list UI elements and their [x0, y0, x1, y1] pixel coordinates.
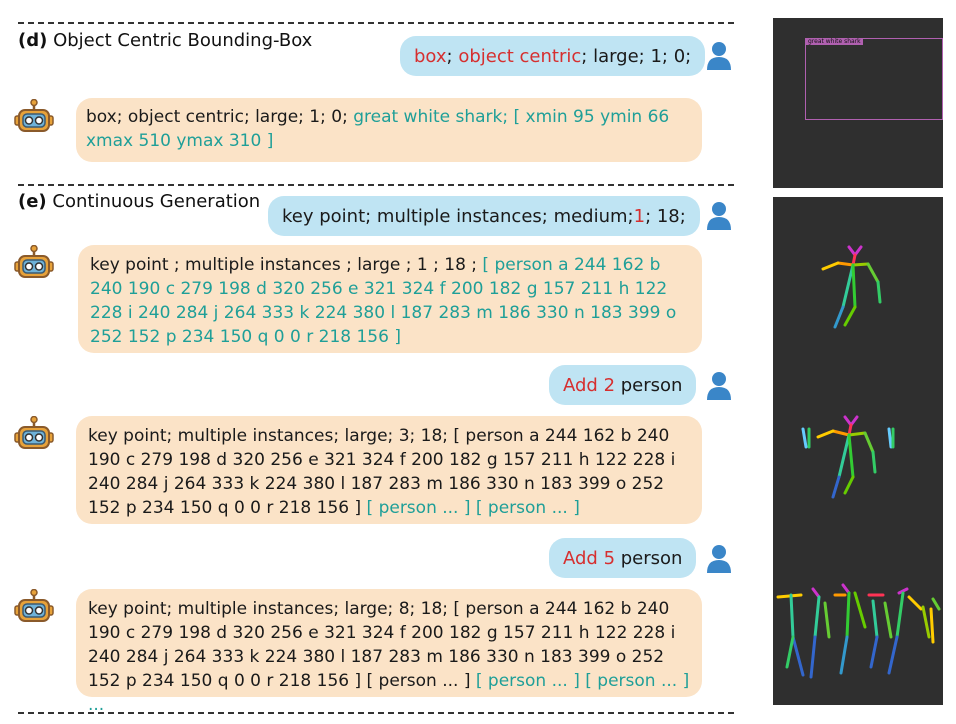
message-segment: box	[414, 45, 447, 67]
pose-skeletons	[776, 245, 941, 679]
message-segment: Add	[563, 547, 604, 569]
divider-middle	[18, 184, 734, 186]
bot-reply-bubble: key point ; multiple instances ; large ;…	[78, 245, 702, 353]
user-query-bubble: Add 5 person	[549, 538, 697, 578]
message-segment: ;	[446, 45, 459, 67]
message-segment: person	[615, 374, 683, 396]
message-text: key point; multiple instances; large; 8;…	[88, 599, 689, 715]
pose-skeleton-crowd-stage3	[776, 583, 941, 679]
message-segment: person	[615, 547, 683, 569]
message-segment: box; object centric; large; 1; 0;	[86, 107, 354, 127]
message-segment: key point; multiple instances; large; 8;…	[88, 599, 676, 691]
robot-icon	[14, 98, 54, 143]
bot-reply-bubble: key point; multiple instances; large; 8;…	[76, 589, 702, 715]
message-segment: [ person ... ] [ person ... ] ...	[88, 671, 690, 715]
message-text: box; object centric; large; 1; 0;	[414, 46, 691, 67]
bot-reply-bubble: box; object centric; large; 1; 0; great …	[76, 98, 702, 162]
message-segment: 5	[603, 547, 616, 569]
message-segment: key point; multiple instances; medium;	[282, 205, 634, 227]
message-segment: Add	[563, 374, 604, 396]
divider-top	[18, 22, 734, 24]
section-e-title: (e) Continuous Generation	[18, 191, 260, 212]
message-segment: key point; multiple instances; large; 3;…	[88, 426, 676, 518]
message-segment: 2	[603, 374, 616, 396]
divider-bottom	[18, 712, 734, 714]
message-segment: great white shark; [ xmin 95 ymin 66 xma…	[86, 107, 670, 151]
section-d-label: (d)	[18, 30, 48, 51]
user-query-bubble: box; object centric; large; 1; 0;	[400, 36, 706, 76]
message-text: Add 5 person	[563, 548, 682, 569]
keypoint-result-image	[773, 197, 943, 705]
message-segment: [ person a 244 162 b 240 190 c 279 198 d…	[90, 255, 677, 347]
message-segment: ; large; 1; 0;	[581, 45, 692, 67]
robot-icon	[14, 588, 54, 633]
user-query-bubble: key point; multiple instances; medium;1;…	[268, 196, 700, 236]
pose-skeleton-main-stage2	[801, 415, 895, 499]
bounding-box-label: great white shark	[806, 38, 863, 45]
section-d-title-text: Object Centric Bounding-Box	[53, 30, 313, 51]
user-icon	[706, 40, 732, 74]
robot-icon	[14, 415, 54, 460]
section-d-title: (d) Object Centric Bounding-Box	[18, 30, 312, 51]
message-segment: [ person ... ] [ person ... ]	[366, 498, 580, 518]
bounding-box: great white shark	[805, 38, 943, 120]
user-icon	[706, 370, 732, 404]
message-text: key point; multiple instances; large; 3;…	[88, 426, 675, 518]
shark-result-image: great white shark	[773, 18, 943, 188]
message-text: key point ; multiple instances ; large ;…	[90, 255, 676, 347]
message-segment: object centric	[458, 45, 582, 67]
bot-reply-bubble: key point; multiple instances; large; 3;…	[76, 416, 702, 524]
message-segment: key point ; multiple instances ; large ;…	[90, 255, 483, 275]
user-icon	[706, 543, 732, 577]
user-query-bubble: Add 2 person	[549, 365, 697, 405]
message-text: Add 2 person	[563, 375, 682, 396]
message-text: box; object centric; large; 1; 0; great …	[86, 107, 669, 151]
message-segment: ; 18;	[645, 205, 686, 227]
robot-icon	[14, 244, 54, 289]
section-e-label: (e)	[18, 191, 47, 212]
message-segment: 1	[633, 205, 646, 227]
section-e-title-text: Continuous Generation	[52, 191, 261, 212]
user-icon	[706, 200, 732, 234]
pose-skeleton-main-stage1	[821, 245, 882, 329]
message-text: key point; multiple instances; medium;1;…	[282, 206, 686, 227]
